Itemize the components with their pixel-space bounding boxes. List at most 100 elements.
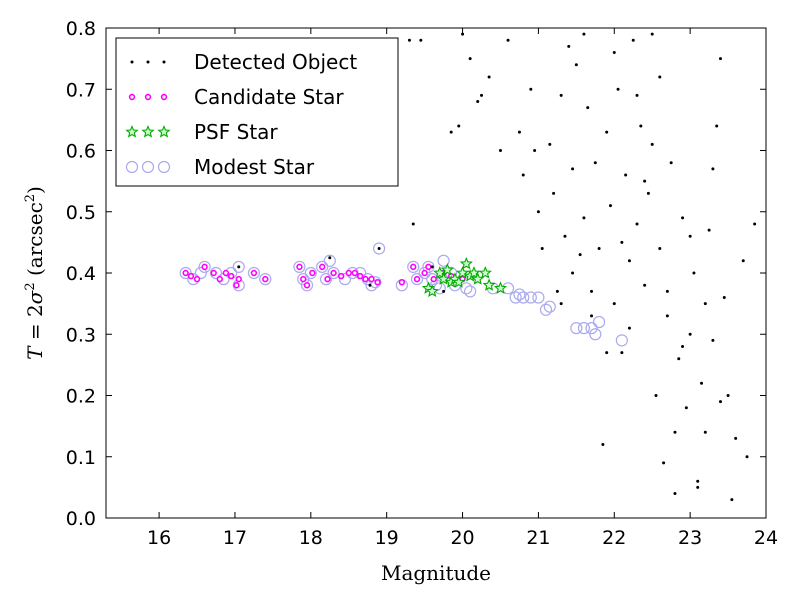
detected-object-point (643, 283, 647, 287)
detected-object-point (498, 149, 502, 152)
legend-label-psf: PSF Star (194, 120, 278, 144)
psf-star-point (493, 281, 508, 294)
detected-object-point (658, 247, 662, 250)
detected-object-point (741, 259, 745, 263)
detected-object-point (673, 492, 677, 495)
legend-label-modest: Modest Star (194, 155, 315, 179)
legend-marker-candidate (160, 93, 168, 101)
modest-star-point (585, 322, 598, 335)
detected-object-point (612, 302, 616, 306)
detected-object-point (650, 142, 654, 146)
candidate-star-point (421, 269, 428, 277)
detected-object-point (703, 302, 707, 306)
detected-object-point (624, 173, 628, 177)
detected-object-point (722, 296, 726, 299)
modest-star-point (418, 266, 431, 280)
detected-object-point (571, 271, 575, 275)
candidate-star-point (345, 269, 352, 277)
legend-label-candidate: Candidate Star (194, 85, 344, 109)
modest-star-point (509, 291, 522, 304)
modest-star-point (532, 291, 545, 304)
modest-star-point (524, 291, 537, 304)
detected-object-point (601, 443, 605, 446)
candidate-star-point (227, 272, 235, 280)
candidate-star-point (262, 275, 269, 283)
candidate-star-point (210, 269, 217, 277)
detected-object-point (627, 259, 631, 263)
detected-object-point (582, 216, 586, 220)
detected-object-point (517, 130, 521, 134)
detected-object-point (620, 240, 624, 244)
detected-object-point (681, 216, 685, 220)
y-axis: 0.0 0.1 0.2 0.3 0.4 0.5 0.6 0.7 0.8 (66, 18, 766, 530)
x-tick-label: 21 (526, 527, 550, 549)
detected-object-point (631, 38, 635, 42)
detected-object-point (571, 167, 575, 171)
candidate-star-point (216, 275, 223, 283)
detected-object-point (237, 265, 241, 269)
detected-object-point (476, 100, 480, 103)
modest-star-point (316, 260, 329, 273)
detected-object-point (715, 124, 719, 128)
detected-object-point (684, 406, 688, 410)
detected-object-point (711, 167, 715, 171)
legend-marker-candidate (144, 93, 152, 101)
detected-object-point (681, 345, 685, 348)
candidate-star-series (182, 263, 466, 289)
detected-object-point (718, 400, 722, 404)
detected-object-point (555, 289, 559, 293)
x-tick-label: 24 (754, 527, 778, 549)
modest-star-point (517, 291, 530, 304)
detected-object-point (590, 314, 594, 318)
candidate-star-point (193, 275, 201, 283)
detected-object-point (627, 326, 631, 330)
detected-object-point (442, 289, 446, 293)
detected-object-point (533, 149, 537, 152)
psf-star-point (482, 278, 496, 291)
modest-star-point (209, 266, 223, 280)
modest-star-point (410, 273, 424, 286)
legend-marker-detected (146, 60, 150, 64)
detected-object-point (593, 161, 597, 165)
modest-star-point (319, 273, 333, 286)
y-axis-label: T = 2σ2 (arcsec2) (23, 186, 47, 360)
legend-marker-psf (125, 125, 139, 138)
detected-object-point (696, 479, 700, 483)
detected-object-point (536, 210, 540, 214)
detected-object-point (563, 234, 567, 238)
psf-star-point (459, 256, 473, 270)
modest-star-point (304, 266, 317, 280)
detected-object-point (419, 38, 423, 42)
detected-object-point (377, 247, 381, 250)
y-tick-label: 0.4 (66, 263, 96, 285)
x-tick-label: 22 (602, 527, 626, 549)
y-tick-label: 0.3 (66, 324, 96, 346)
y-label-sup: 2 (23, 282, 38, 290)
modest-star-point (232, 260, 245, 273)
legend-marker-detected (130, 60, 134, 64)
modest-star-point (300, 279, 314, 292)
detected-object-point (559, 93, 563, 97)
modest-star-point (433, 282, 446, 295)
detected-object-point (368, 283, 372, 287)
modest-star-point (373, 242, 386, 255)
detected-object-point (552, 191, 556, 195)
detected-object-point (753, 222, 757, 226)
detected-object-point (567, 44, 571, 48)
psf-star-point (440, 263, 454, 276)
legend-marker-modest (141, 160, 155, 174)
y-label-unit-open: (arcsec (23, 202, 47, 282)
detected-object-point (449, 130, 453, 134)
detected-object-point (711, 338, 715, 342)
y-label-eq: = 2 (23, 304, 47, 346)
modest-star-point (615, 334, 628, 347)
psf-star-series (421, 256, 508, 297)
y-tick-label: 0.7 (66, 79, 96, 101)
detected-object-point (605, 351, 609, 355)
detected-object-point (745, 455, 749, 459)
candidate-star-point (309, 269, 316, 277)
candidate-star-point (324, 275, 331, 283)
candidate-star-point (374, 278, 381, 286)
candidate-star-point (250, 269, 258, 277)
candidate-star-point (303, 282, 311, 289)
